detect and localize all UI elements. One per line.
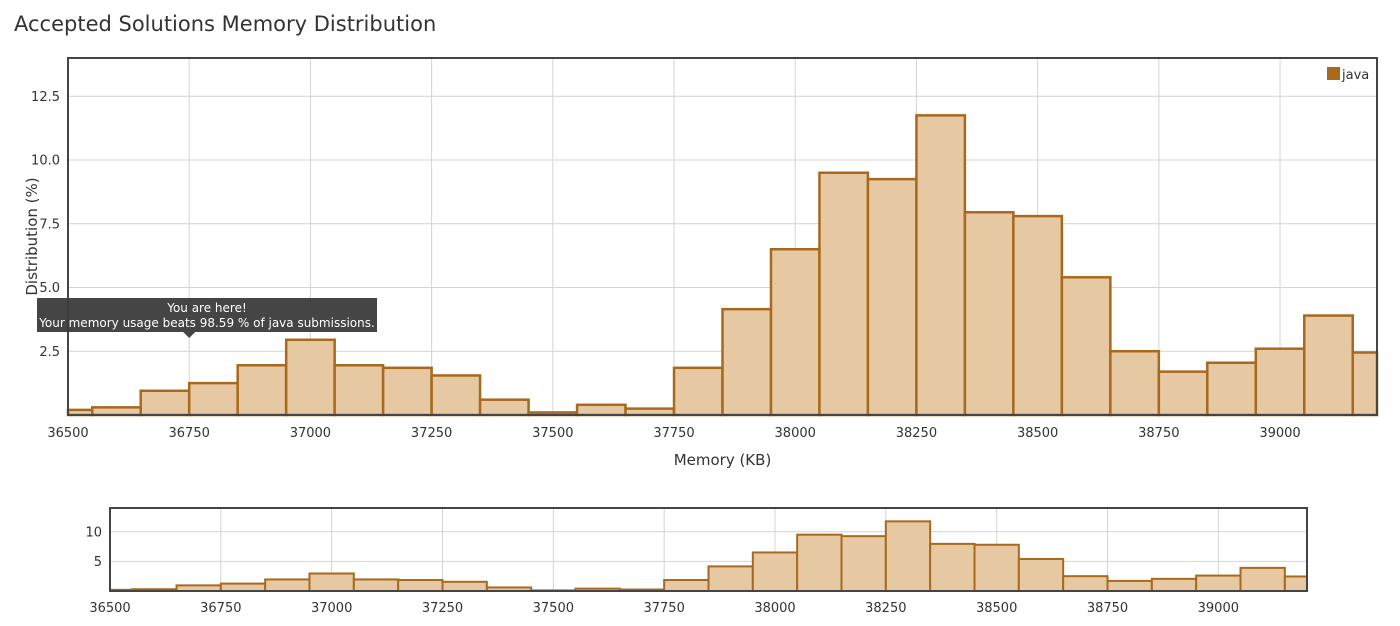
bar[interactable] bbox=[90, 406, 142, 417]
bar[interactable] bbox=[1109, 350, 1161, 417]
x-axis-label: Memory (KB) bbox=[674, 451, 772, 469]
bar[interactable] bbox=[236, 364, 288, 417]
bar[interactable] bbox=[1060, 276, 1112, 417]
main-bars bbox=[66, 114, 1379, 417]
bar[interactable] bbox=[575, 403, 627, 417]
x-tick-label: 37000 bbox=[311, 601, 352, 616]
bar[interactable] bbox=[1303, 314, 1355, 417]
bar[interactable] bbox=[1351, 351, 1379, 417]
bar[interactable] bbox=[219, 582, 267, 593]
legend[interactable]: java bbox=[1327, 67, 1369, 83]
main-y-tick-labels: 2.5 5.0 7.5 10.0 12.5 bbox=[31, 90, 60, 360]
navigator-plot-frame bbox=[109, 507, 1308, 592]
bar[interactable] bbox=[1206, 361, 1258, 417]
x-tick-label: 38000 bbox=[775, 426, 816, 441]
legend-swatch-java[interactable] bbox=[1327, 67, 1340, 80]
x-tick-label: 38250 bbox=[896, 426, 937, 441]
navigator-y-tick-labels: 5 10 bbox=[85, 525, 102, 570]
bar[interactable] bbox=[187, 381, 239, 417]
x-tick-label: 36750 bbox=[169, 426, 210, 441]
bar[interactable] bbox=[963, 211, 1015, 417]
bar[interactable] bbox=[915, 114, 967, 417]
x-tick-label: 37250 bbox=[411, 426, 452, 441]
main-plot-frame bbox=[67, 57, 1378, 416]
main-x-tick-labels: 36500 36750 37000 37250 37500 37750 38000 38250… bbox=[47, 426, 1300, 441]
bar[interactable] bbox=[308, 572, 355, 593]
bar[interactable] bbox=[707, 565, 754, 592]
bar[interactable] bbox=[663, 579, 710, 593]
x-tick-label: 38000 bbox=[754, 601, 795, 616]
bar[interactable] bbox=[672, 366, 724, 417]
bar[interactable] bbox=[478, 398, 530, 417]
x-tick-label: 38750 bbox=[1087, 601, 1128, 616]
x-tick-label: 37500 bbox=[533, 601, 574, 616]
bar[interactable] bbox=[397, 579, 444, 593]
bar[interactable] bbox=[840, 535, 887, 592]
x-tick-label: 37000 bbox=[290, 426, 331, 441]
x-tick-label: 36750 bbox=[200, 601, 241, 616]
bar[interactable] bbox=[284, 338, 336, 417]
page-title: Accepted Solutions Memory Distribution bbox=[14, 12, 437, 36]
x-tick-label: 38500 bbox=[1017, 426, 1058, 441]
y-axis-label: Distribution (%) bbox=[23, 177, 41, 295]
x-tick-label: 38250 bbox=[865, 601, 906, 616]
bar[interactable] bbox=[973, 543, 1020, 592]
bar[interactable] bbox=[430, 374, 482, 417]
y-tick-label: 7.5 bbox=[39, 217, 60, 232]
x-tick-label: 36500 bbox=[47, 426, 88, 441]
bar[interactable] bbox=[769, 248, 821, 417]
x-tick-label: 37250 bbox=[422, 601, 463, 616]
y-tick-label: 10.0 bbox=[31, 154, 60, 169]
y-tick-label: 5.0 bbox=[39, 281, 60, 296]
y-tick-label: 10 bbox=[85, 525, 102, 540]
tooltip-text: Your memory usage beats 98.59 % of java … bbox=[38, 316, 375, 330]
bar[interactable] bbox=[1012, 214, 1064, 417]
bar[interactable] bbox=[352, 578, 400, 592]
bar[interactable] bbox=[1017, 557, 1065, 593]
bar[interactable] bbox=[1062, 575, 1109, 593]
bar[interactable] bbox=[333, 364, 385, 417]
bar[interactable] bbox=[1106, 579, 1153, 593]
bar[interactable] bbox=[381, 366, 433, 417]
x-tick-label: 38750 bbox=[1138, 426, 1179, 441]
bar[interactable] bbox=[796, 533, 843, 593]
y-tick-label: 5 bbox=[94, 555, 102, 570]
tooltip: You are here! Your memory usage beats 98… bbox=[37, 298, 377, 338]
y-tick-label: 2.5 bbox=[39, 345, 60, 360]
bar[interactable] bbox=[721, 307, 773, 417]
bar[interactable] bbox=[441, 580, 488, 593]
navigator-chart[interactable]: 510 36500 36750 37000 37250 37500 37750 38000 3… bbox=[85, 507, 1309, 616]
main-chart[interactable]: 2.5 5.0 7.5 10.0 12.5 36500 36750 37000 37250 37… bbox=[23, 57, 1379, 469]
bar[interactable] bbox=[264, 578, 311, 592]
x-tick-label: 36500 bbox=[89, 601, 130, 616]
tooltip-box bbox=[37, 298, 377, 338]
navigator-x-tick-labels: 36500 36750 37000 37250 37500 37750 38000 38250… bbox=[89, 601, 1239, 616]
tooltip-title: You are here! bbox=[166, 301, 247, 315]
bar[interactable] bbox=[751, 551, 799, 593]
x-tick-label: 39000 bbox=[1259, 426, 1300, 441]
x-tick-label: 38500 bbox=[976, 601, 1017, 616]
legend-label-java[interactable]: java bbox=[1341, 68, 1369, 83]
x-tick-label: 37750 bbox=[653, 426, 694, 441]
bar[interactable] bbox=[929, 542, 976, 592]
y-tick-label: 12.5 bbox=[31, 90, 60, 105]
x-tick-label: 39000 bbox=[1198, 601, 1239, 616]
bar[interactable] bbox=[1150, 577, 1198, 593]
x-tick-label: 37750 bbox=[643, 601, 684, 616]
bar[interactable] bbox=[1157, 370, 1209, 417]
bar[interactable] bbox=[1195, 574, 1242, 592]
bar[interactable] bbox=[1254, 347, 1306, 417]
bar[interactable] bbox=[139, 389, 191, 417]
bar[interactable] bbox=[818, 171, 870, 417]
bar[interactable] bbox=[1283, 575, 1309, 592]
bar[interactable] bbox=[1239, 566, 1286, 593]
bar[interactable] bbox=[866, 177, 918, 417]
bar[interactable] bbox=[884, 520, 932, 593]
x-tick-label: 37500 bbox=[532, 426, 573, 441]
